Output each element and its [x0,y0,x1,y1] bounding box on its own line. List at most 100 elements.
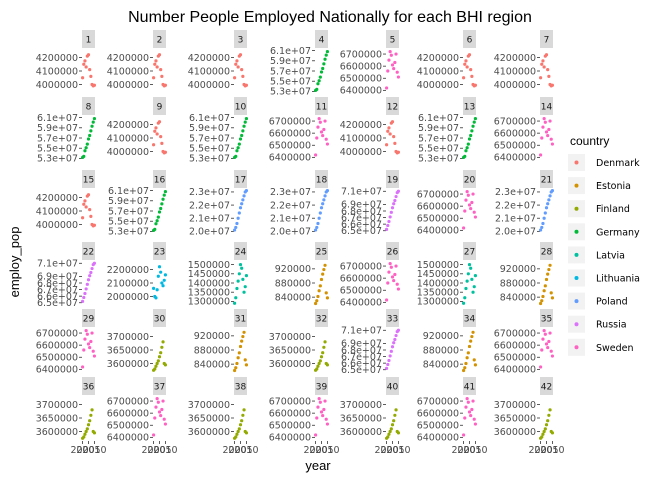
data-point [473,116,478,121]
data-point [316,221,320,226]
data-point [322,127,326,132]
data-point [470,334,474,339]
facet-strip-label: 31 [235,315,246,325]
data-point [463,366,467,370]
y-tick-label: 5.5e+07 [270,77,311,88]
y-tick-label: 6700000 [340,261,382,272]
y-tick-label: 5.5e+07 [189,144,230,155]
y-tick-label: 6500000 [269,141,311,152]
y-tick-label: 920000 [194,331,230,342]
data-point [236,279,240,283]
y-tick-label: 6400000 [494,153,536,164]
data-point [469,133,473,138]
data-point [386,435,390,439]
facet-strip [82,30,95,48]
data-point [84,287,88,291]
data-point [388,429,392,434]
data-point [92,431,97,435]
data-point [240,419,244,423]
facet-strip [315,377,328,395]
data-point [86,53,91,57]
facet-strip [463,97,476,115]
y-tick-label: 2.0e+07 [189,227,230,238]
y-tick-label: 5.5e+07 [37,144,78,155]
y-tick-label: 3700000 [188,400,230,411]
facet-strip [315,242,328,260]
facet-panel-2: 2 4200000 4100000 4000000 [107,30,168,91]
data-point [461,76,466,80]
facet-strip-label: 20 [464,176,476,186]
data-point [315,416,319,420]
data-point [238,344,243,349]
y-tick-label: 4200000 [494,53,536,64]
data-point [386,223,390,228]
data-point [243,358,247,362]
data-point [155,361,159,366]
data-point [89,413,93,417]
legend-swatch [574,299,579,304]
data-point [237,272,241,276]
x-tick-label: 2005 [457,445,481,456]
y-tick-label: 920000 [423,331,459,342]
data-point [240,339,244,343]
y-tick-label: 6700000 [107,396,149,407]
data-point [542,117,546,121]
data-point [318,359,322,363]
legend-item-finland: Finland [568,200,630,218]
y-tick-label: 6.8e+07 [341,345,382,356]
y-tick-label: 5.3e+07 [37,154,78,165]
data-point [159,413,163,418]
x-tick-label: 2000 [303,445,327,456]
y-tick-label: 3700000 [36,400,78,411]
data-point [83,59,87,63]
y-tick-label: 2.1e+07 [270,214,311,225]
y-tick-label: 6600000 [417,408,459,419]
facet-strip [82,97,95,115]
data-point [82,295,86,300]
data-point [473,363,478,367]
data-point [387,219,391,224]
data-point [396,189,401,193]
data-point [323,57,327,61]
facet-strip-label: 28 [541,248,553,258]
data-point [86,278,91,282]
data-point [390,63,395,67]
y-tick-label: 6.5e+07 [37,298,78,309]
facet-strip [540,309,553,327]
facet-strip-label: 32 [316,315,327,325]
y-tick-label: 4000000 [417,80,459,91]
data-point [318,400,322,404]
facet-strip [386,242,399,260]
data-point [88,68,92,72]
data-point [157,53,162,57]
y-tick-label: 6400000 [107,433,149,444]
data-point [472,285,476,289]
legend-swatch [574,345,579,350]
data-point [470,407,474,412]
data-point [317,216,321,220]
legend-swatch [574,229,579,234]
data-point [544,130,549,134]
data-point [241,74,245,79]
data-point [234,366,238,370]
facet-strip-label: 38 [235,383,247,393]
data-point [472,358,476,362]
x-tick-label: 2005 [380,445,404,456]
data-point [546,133,550,138]
data-point [235,59,239,63]
data-point [316,125,320,129]
y-tick-label: 2200000 [107,265,149,276]
data-point [463,209,467,213]
data-point [243,120,247,124]
chart-title: Number People Employed Nationally for ea… [128,9,532,26]
data-point [157,410,162,414]
y-tick-label: 920000 [500,264,536,275]
data-point [392,341,396,345]
data-point [315,225,319,230]
y-tick-label: 6500000 [494,141,536,152]
data-point [244,116,249,121]
data-point [157,120,162,124]
y-tick-label: 6400000 [36,365,78,376]
data-point [242,290,246,294]
